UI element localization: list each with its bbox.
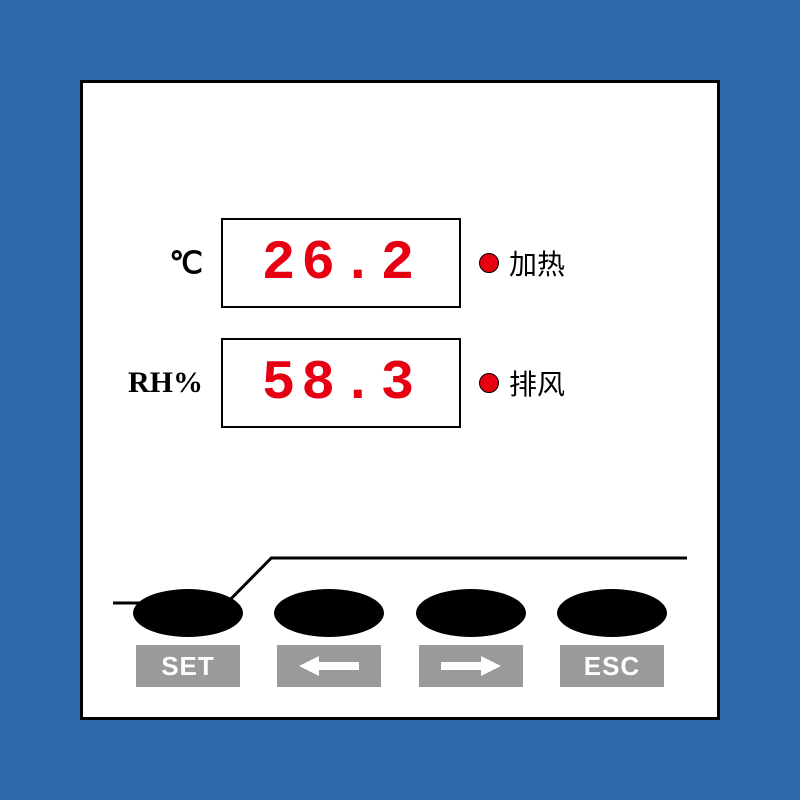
set-button-group: SET <box>133 589 243 687</box>
set-button[interactable] <box>133 589 243 637</box>
humidity-unit-label: RH% <box>113 366 203 400</box>
controller-panel: ℃ 26.2 加热 RH% 58.3 排风 <box>80 80 720 720</box>
temperature-unit-label: ℃ <box>113 246 203 281</box>
heating-indicator-group: 加热 <box>479 243 565 283</box>
left-button-group <box>274 589 384 687</box>
heating-led-icon <box>479 253 499 273</box>
right-button[interactable] <box>416 589 526 637</box>
temperature-value: 26.2 <box>262 235 420 291</box>
humidity-row: RH% 58.3 排风 <box>113 338 687 428</box>
right-button-label <box>419 645 523 687</box>
arrow-left-icon <box>299 654 359 678</box>
humidity-display: 58.3 <box>221 338 461 428</box>
exhaust-indicator-label: 排风 <box>509 363 565 403</box>
humidity-value: 58.3 <box>262 355 420 411</box>
temperature-row: ℃ 26.2 加热 <box>113 218 687 308</box>
set-button-label: SET <box>136 645 240 687</box>
exhaust-indicator-group: 排风 <box>479 363 565 403</box>
heating-indicator-label: 加热 <box>509 243 565 283</box>
exhaust-led-icon <box>479 373 499 393</box>
arrow-right-icon <box>441 654 501 678</box>
left-button[interactable] <box>274 589 384 637</box>
display-area: ℃ 26.2 加热 RH% 58.3 排风 <box>113 113 687 533</box>
left-button-label <box>277 645 381 687</box>
temperature-display: 26.2 <box>221 218 461 308</box>
esc-button-label: ESC <box>560 645 664 687</box>
right-button-group <box>416 589 526 687</box>
esc-button[interactable] <box>557 589 667 637</box>
esc-button-group: ESC <box>557 589 667 687</box>
button-row: SET ESC <box>133 589 667 687</box>
